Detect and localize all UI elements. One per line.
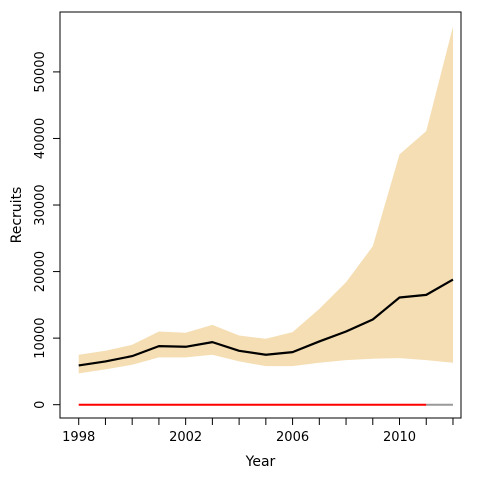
y-tick-label: 30000: [33, 184, 48, 225]
uncertainty-band-layer: [78, 26, 453, 374]
x-axis: 1998 2002 2006 2010: [62, 418, 454, 445]
y-axis: 0 10000 20000 30000 40000 50000: [33, 51, 60, 409]
x-tick-label: 2010: [383, 430, 416, 445]
median-line: [78, 278, 454, 367]
uncertainty-band: [78, 26, 453, 374]
y-tick-label: 40000: [33, 118, 48, 159]
x-tick-label: 2002: [169, 430, 202, 445]
y-tick-label: 50000: [33, 51, 48, 92]
x-axis-title: Year: [245, 454, 276, 470]
y-tick-label: 20000: [33, 251, 48, 292]
x-tick-label: 1998: [62, 430, 95, 445]
y-tick-label: 0: [33, 401, 48, 409]
x-tick-label: 2006: [276, 430, 309, 445]
y-axis-title: Recruits: [9, 187, 25, 244]
plot-frame: [59, 11, 462, 419]
y-tick-label: 10000: [33, 317, 48, 358]
median-line-layer: [78, 278, 454, 367]
